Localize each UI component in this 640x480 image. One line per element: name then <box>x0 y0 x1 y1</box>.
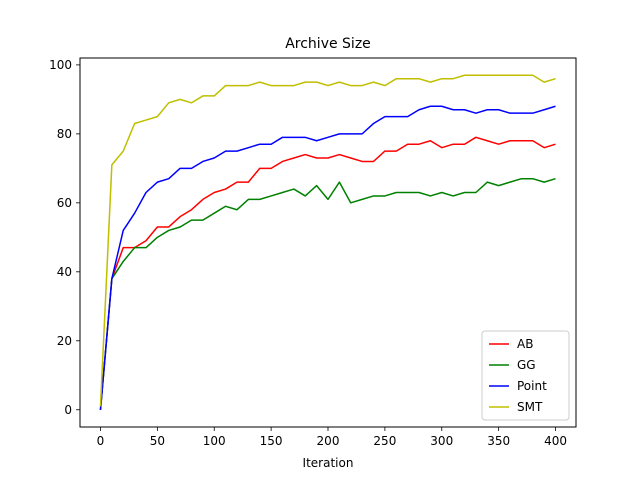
y-tick-label: 80 <box>57 127 72 141</box>
y-tick-label: 40 <box>57 265 72 279</box>
x-axis-ticks: 0 50 100 150 200 250 300 350 400 <box>97 427 567 448</box>
x-tick-label: 400 <box>544 434 567 448</box>
series-line-point <box>99 105 556 410</box>
legend: AB GG Point SMT <box>481 330 570 421</box>
y-tick-label: 0 <box>64 403 72 417</box>
series-line-smt <box>99 74 556 407</box>
y-tick-label: 100 <box>49 58 72 72</box>
x-tick-label: 200 <box>317 434 340 448</box>
legend-label-point: Point <box>517 379 547 393</box>
legend-box <box>481 330 570 421</box>
x-tick-label: 50 <box>150 434 165 448</box>
series-line-gg <box>99 177 556 410</box>
x-tick-label: 150 <box>260 434 283 448</box>
y-tick-label: 20 <box>57 334 72 348</box>
y-axis-ticks: 0 20 40 60 80 100 <box>49 58 80 417</box>
legend-label-smt: SMT <box>517 400 543 414</box>
x-tick-label: 250 <box>373 434 396 448</box>
x-tick-label: 350 <box>487 434 510 448</box>
series-layer <box>99 74 556 410</box>
x-tick-label: 300 <box>430 434 453 448</box>
series-line-ab <box>99 136 556 410</box>
y-tick-label: 60 <box>57 196 72 210</box>
legend-label-gg: GG <box>517 358 536 372</box>
legend-label-ab: AB <box>517 337 533 351</box>
x-axis-label: Iteration <box>303 456 354 470</box>
x-tick-label: 100 <box>203 434 226 448</box>
x-tick-label: 0 <box>97 434 105 448</box>
chart-title: Archive Size <box>285 36 371 52</box>
